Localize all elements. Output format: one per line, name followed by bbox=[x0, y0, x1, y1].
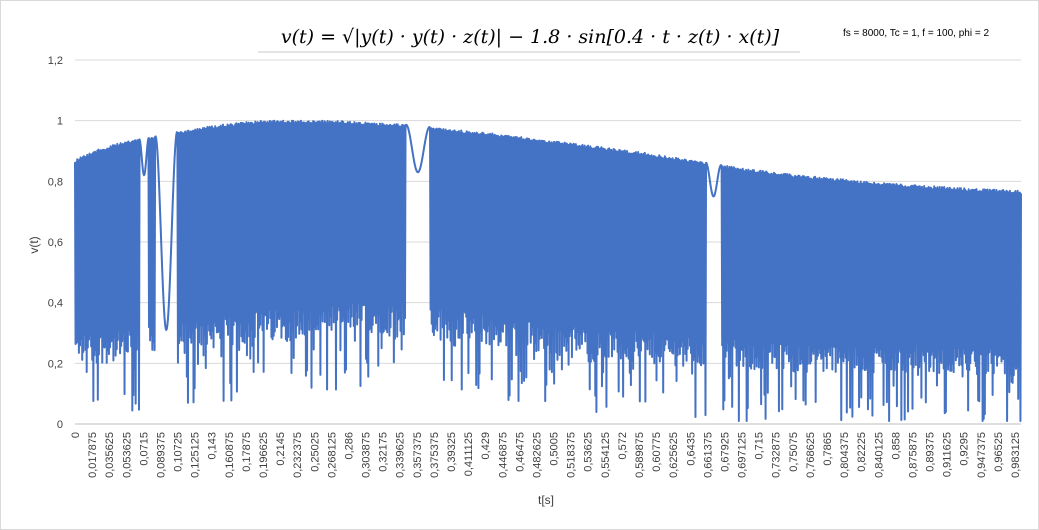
x-tick-label: 0,25025 bbox=[309, 432, 321, 472]
x-tick-labels: 0 0,017875 0,035625 0,053625 0,0715 0,089375 0… bbox=[70, 432, 1022, 478]
y-tick-label: 1,2 bbox=[48, 55, 63, 67]
y-axis-title: v(t) bbox=[27, 236, 41, 253]
x-axis-title: t[s] bbox=[538, 493, 554, 507]
x-tick-label: 0,7865 bbox=[822, 432, 834, 466]
x-tick-label: 0,67925 bbox=[719, 432, 731, 472]
x-tick-label: 0,89375 bbox=[925, 432, 937, 472]
chart-title: v(t) = √|y(t) · y(t) · z(t)| − 1.8 · sin… bbox=[258, 26, 800, 53]
x-tick-label: 0,357375 bbox=[412, 432, 424, 478]
x-tick-label: 0,947375 bbox=[976, 432, 988, 478]
x-tick-label: 0,5005 bbox=[549, 432, 561, 466]
x-tick-label: 0,39325 bbox=[446, 432, 458, 472]
x-tick-label: 0,232375 bbox=[292, 432, 304, 478]
x-tick-label: 0,303875 bbox=[361, 432, 373, 478]
x-tick-label: 0,75075 bbox=[788, 432, 800, 472]
x-tick-label: 0,60775 bbox=[651, 432, 663, 472]
y-tick-label: 0,4 bbox=[48, 298, 63, 310]
x-tick-label: 0,875875 bbox=[907, 432, 919, 478]
y-tick-label: 0,8 bbox=[48, 176, 63, 188]
x-tick-label: 0,482625 bbox=[531, 432, 543, 478]
x-tick-label: 0,125125 bbox=[190, 432, 202, 478]
y-tick-label: 1 bbox=[57, 116, 63, 128]
x-tick-label: 0,589875 bbox=[634, 432, 646, 478]
y-tick-label: 0 bbox=[57, 419, 63, 431]
x-tick-label: 0,089375 bbox=[155, 432, 167, 478]
y-tick-labels: 0 0,2 0,4 0,6 0,8 1 1,2 bbox=[48, 55, 63, 431]
x-tick-label: 0,411125 bbox=[463, 432, 475, 476]
chart-title-text: v(t) = √|y(t) · y(t) · z(t)| − 1.8 · sin… bbox=[281, 26, 780, 48]
x-tick-label: 0,0715 bbox=[138, 432, 150, 466]
x-tick-label: 0 bbox=[70, 432, 82, 438]
y-tick-label: 0,6 bbox=[48, 237, 63, 249]
parameter-annotation: fs = 8000, Tc = 1, f = 100, phi = 2 bbox=[843, 28, 989, 39]
x-tick-label: 0,572 bbox=[617, 432, 629, 460]
x-tick-label: 0,2145 bbox=[275, 432, 287, 466]
x-tick-label: 0,661375 bbox=[702, 432, 714, 478]
y-tick-label: 0,2 bbox=[48, 358, 63, 370]
x-tick-label: 0,053625 bbox=[121, 432, 133, 478]
x-tick-label: 0,554125 bbox=[600, 432, 612, 478]
x-tick-label: 0,268125 bbox=[326, 432, 338, 478]
x-tick-label: 0,715 bbox=[754, 432, 766, 460]
x-tick-label: 0,518375 bbox=[566, 432, 578, 478]
x-tick-label: 0,375375 bbox=[429, 432, 441, 478]
x-tick-label: 0,46475 bbox=[514, 432, 526, 472]
x-tick-label: 0,32175 bbox=[378, 432, 390, 472]
x-tick-label: 0,6435 bbox=[685, 432, 697, 466]
x-tick-label: 0,17875 bbox=[241, 432, 253, 472]
x-tick-label: 0,82225 bbox=[856, 432, 868, 472]
x-tick-label: 0,840125 bbox=[873, 432, 885, 478]
x-tick-label: 0,446875 bbox=[497, 432, 509, 478]
x-tick-label: 0,286 bbox=[343, 432, 355, 460]
series-line bbox=[74, 119, 1022, 422]
x-tick-label: 0,768625 bbox=[805, 432, 817, 478]
x-tick-label: 0,143 bbox=[207, 432, 219, 460]
x-tick-label: 0,625625 bbox=[668, 432, 680, 478]
x-tick-label: 0,804375 bbox=[839, 432, 851, 478]
series-v-line bbox=[74, 119, 1022, 422]
x-tick-label: 0,9295 bbox=[959, 432, 971, 466]
x-tick-label: 0,697125 bbox=[737, 432, 749, 478]
x-tick-label: 0,017875 bbox=[87, 432, 99, 478]
x-tick-label: 0,858 bbox=[890, 432, 902, 460]
x-tick-label: 0,96525 bbox=[993, 432, 1005, 472]
x-tick-label: 0,160875 bbox=[224, 432, 236, 478]
x-tick-label: 0,429 bbox=[480, 432, 492, 460]
x-tick-label: 0,10725 bbox=[173, 432, 185, 472]
x-tick-label: 0,035625 bbox=[104, 432, 116, 478]
x-tick-label: 0,732875 bbox=[771, 432, 783, 478]
x-tick-label: 0,911625 bbox=[942, 432, 954, 477]
x-tick-label: 0,196625 bbox=[258, 432, 270, 478]
x-tick-label: 0,339625 bbox=[395, 432, 407, 478]
x-tick-label: 0,53625 bbox=[583, 432, 595, 472]
x-tick-label: 0,983125 bbox=[1010, 432, 1022, 478]
